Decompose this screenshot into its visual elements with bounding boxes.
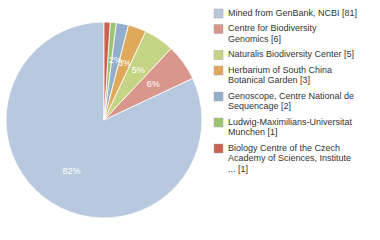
legend-label-line: Naturalis Biodiversity Center [5]	[228, 49, 354, 59]
legend-item: Mined from GenBank, NCBI [81]	[214, 8, 357, 18]
legend-item: Biology Centre of the CzechAcademy of Sc…	[214, 143, 351, 174]
data-label: 2%	[109, 55, 122, 65]
legend-label-line: Genomics [6]	[228, 34, 281, 44]
legend-label: Mined from GenBank, NCBI [81]	[228, 8, 357, 18]
pie-slice	[104, 22, 116, 120]
legend-swatch	[214, 25, 223, 34]
legend-label-line: Herbarium of South China	[228, 65, 332, 75]
legend-item: Centre for BiodiversityGenomics [6]	[214, 23, 317, 44]
legend-label-line: Genoscope, Centre National de	[228, 91, 354, 101]
legend-label-line: Biology Centre of the Czech	[228, 143, 340, 153]
legend-label-line: ... [1]	[228, 164, 248, 174]
pie	[6, 22, 202, 218]
legend: Mined from GenBank, NCBI [81] Centre for …	[214, 8, 357, 174]
legend-label: Herbarium of South ChinaBotanical Garden…	[228, 65, 332, 86]
legend-label: Centre for BiodiversityGenomics [6]	[228, 23, 317, 44]
legend-label-line: Sequencage [2]	[228, 101, 291, 111]
pie-slice	[104, 23, 128, 120]
legend-label: Naturalis Biodiversity Center [5]	[228, 49, 354, 59]
legend-swatch	[214, 144, 223, 153]
pie-slice	[104, 22, 110, 120]
legend-item: Herbarium of South ChinaBotanical Garden…	[214, 65, 332, 86]
legend-label-line: Munchen [1]	[228, 127, 278, 137]
legend-swatch	[214, 118, 223, 127]
pie-slice	[6, 22, 202, 218]
legend-label-line: Botanical Garden [3]	[228, 75, 310, 85]
legend-swatch	[214, 66, 223, 75]
legend-item: Naturalis Biodiversity Center [5]	[214, 49, 354, 59]
data-label: 6%	[147, 79, 160, 89]
legend-label-line: Academy of Sciences, Institute	[228, 153, 351, 163]
legend-swatch	[214, 92, 223, 101]
data-labels: 82%6%5%3%2%	[62, 55, 159, 176]
legend-item: Genoscope, Centre National deSequencage …	[214, 91, 354, 112]
legend-swatch	[214, 9, 223, 18]
legend-label-line: Ludwig-Maximilians-Universitat	[228, 117, 353, 127]
legend-label-line: Mined from GenBank, NCBI [81]	[228, 8, 357, 18]
chart: 82%6%5%3%2%Mined from GenBank, NCBI [81]…	[0, 0, 380, 240]
legend-label: Genoscope, Centre National deSequencage …	[228, 91, 354, 112]
data-label: 5%	[132, 65, 145, 75]
legend-swatch	[214, 51, 223, 60]
legend-label: Ludwig-Maximilians-UniversitatMunchen [1…	[228, 117, 353, 137]
data-label: 82%	[62, 166, 80, 176]
legend-label-line: Centre for Biodiversity	[228, 23, 317, 33]
legend-label: Biology Centre of the CzechAcademy of Sc…	[228, 143, 351, 174]
legend-item: Ludwig-Maximilians-UniversitatMunchen [1…	[214, 117, 353, 137]
